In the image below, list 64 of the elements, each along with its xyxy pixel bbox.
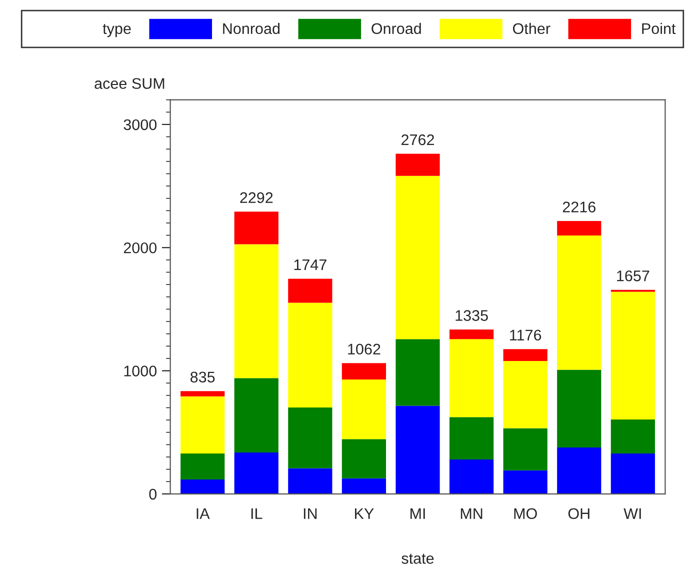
bar bbox=[342, 478, 386, 494]
bar bbox=[180, 391, 225, 396]
bar bbox=[610, 420, 655, 454]
bar bbox=[610, 292, 655, 420]
total-label: 1657 bbox=[617, 270, 650, 282]
bar bbox=[288, 468, 332, 494]
bar bbox=[449, 417, 494, 460]
x-tick-label: IA bbox=[196, 508, 210, 519]
x-tick-label: MO bbox=[514, 508, 537, 520]
bar bbox=[234, 452, 278, 494]
bar bbox=[557, 221, 602, 236]
y-tick-label: 2000 bbox=[124, 242, 157, 254]
legend-title: type bbox=[102, 24, 131, 38]
total-label: 1176 bbox=[510, 330, 542, 341]
bar bbox=[396, 176, 440, 340]
bar bbox=[342, 363, 386, 380]
x-tick-label: OH bbox=[568, 508, 590, 520]
bar bbox=[234, 378, 278, 453]
legend-label: Point bbox=[642, 22, 676, 34]
y-tick-label: 0 bbox=[149, 488, 157, 500]
bar bbox=[503, 349, 548, 362]
bar bbox=[396, 406, 440, 494]
total-label: 2762 bbox=[402, 134, 434, 146]
bar bbox=[503, 470, 548, 494]
x-tick-label: KY bbox=[355, 508, 374, 519]
bar bbox=[396, 154, 440, 176]
bar bbox=[557, 447, 602, 494]
bar bbox=[449, 339, 494, 418]
total-label: 1335 bbox=[456, 310, 488, 321]
y-axis-title: acee SUM bbox=[94, 78, 164, 89]
x-tick-label: MN bbox=[460, 508, 482, 519]
legend-label: Nonroad bbox=[223, 22, 280, 34]
legend-label: Other bbox=[513, 22, 550, 34]
bar bbox=[288, 407, 332, 468]
bar bbox=[180, 480, 225, 494]
x-tick-label: IN bbox=[304, 508, 317, 519]
bar bbox=[234, 212, 278, 244]
bar bbox=[396, 339, 440, 406]
bar bbox=[610, 454, 655, 494]
bar bbox=[342, 439, 386, 478]
bar bbox=[503, 428, 548, 470]
bar bbox=[342, 380, 386, 440]
bar bbox=[288, 302, 332, 408]
x-tick-label: IL bbox=[251, 508, 262, 519]
bar bbox=[180, 454, 225, 480]
bar bbox=[180, 396, 225, 454]
total-label: 1747 bbox=[294, 260, 326, 270]
bar bbox=[449, 460, 494, 494]
x-axis-title: state bbox=[402, 554, 434, 564]
total-label: 2292 bbox=[240, 192, 273, 204]
total-label: 835 bbox=[190, 372, 215, 383]
total-label: 1062 bbox=[348, 344, 380, 355]
bar bbox=[234, 244, 278, 378]
x-tick-label: WI bbox=[624, 508, 641, 519]
bar bbox=[557, 370, 602, 448]
x-tick-label: MI bbox=[410, 508, 425, 519]
y-tick-label: 3000 bbox=[124, 119, 157, 130]
bar bbox=[557, 236, 602, 370]
bar bbox=[288, 278, 332, 303]
bar bbox=[503, 361, 548, 428]
y-tick-label: 1000 bbox=[124, 366, 157, 376]
legend-label: Onroad bbox=[372, 22, 421, 34]
bar bbox=[449, 330, 494, 340]
total-label: 2216 bbox=[562, 202, 596, 212]
